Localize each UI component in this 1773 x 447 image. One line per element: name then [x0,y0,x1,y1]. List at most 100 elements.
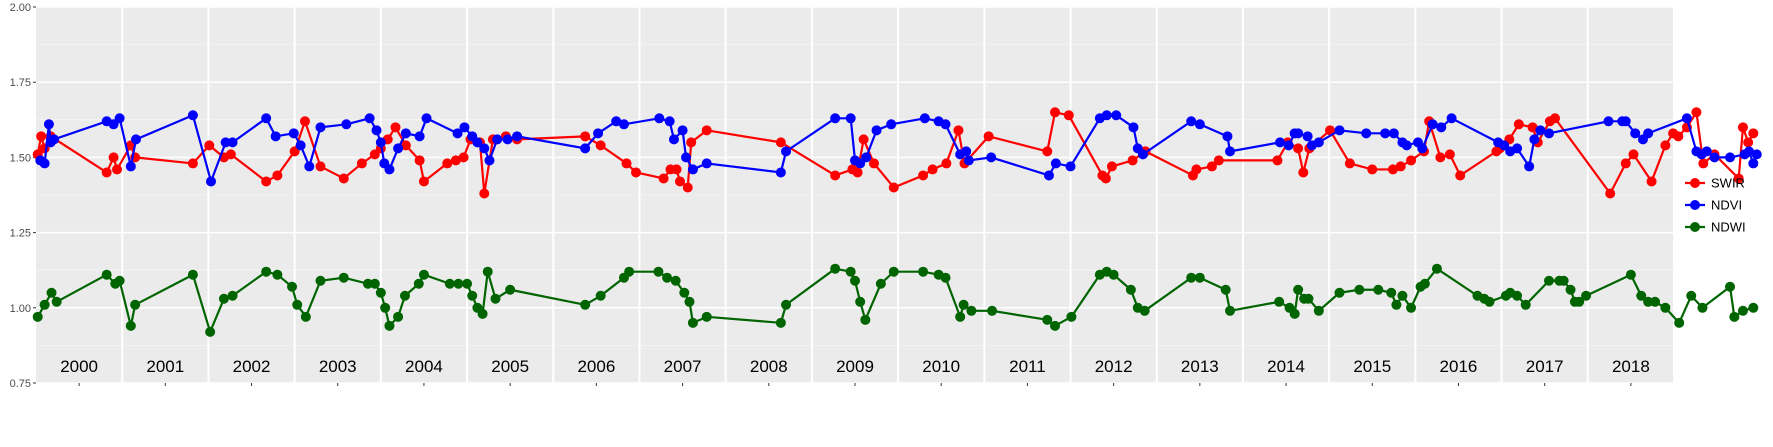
data-point-ndwi [595,290,606,301]
data-point-ndvi [611,116,622,127]
data-point-ndvi [1543,128,1554,139]
data-point-swir [187,158,198,169]
data-point-swir [1748,128,1759,139]
data-point-swir [225,149,236,160]
data-point-ndvi [1446,113,1457,124]
data-point-ndwi [670,275,681,286]
data-point-ndvi [1380,128,1391,139]
data-point-ndvi [677,125,688,136]
data-point-swir [1444,149,1455,160]
data-point-ndvi [1313,137,1324,148]
data-point-ndvi [593,128,604,139]
data-point-swir [338,173,349,184]
data-point-ndwi [46,287,57,298]
data-point-ndwi [1660,302,1671,313]
data-point-ndwi [1748,302,1759,313]
data-point-ndwi [1391,299,1402,310]
data-point-ndwi [462,278,473,289]
year-label: 2003 [319,357,357,376]
data-point-swir [888,182,899,193]
data-point-ndvi [227,137,238,148]
data-point-swir [418,176,429,187]
data-point-ndvi [775,167,786,178]
data-point-swir [701,125,712,136]
data-point-ndwi [1725,281,1736,292]
year-label: 2009 [836,357,874,376]
y-tick-label: 2.00 [10,2,31,14]
data-point-ndwi [966,305,977,316]
data-point-ndvi [654,113,665,124]
data-point-swir [953,125,964,136]
y-tick-label: 1.25 [10,228,31,240]
data-point-ndwi [1520,299,1531,310]
data-point-ndvi [701,158,712,169]
data-point-ndvi [1417,143,1428,154]
data-point-ndwi [1186,272,1197,283]
data-point-ndvi [484,155,495,166]
data-point-ndwi [1558,275,1569,286]
data-point-ndwi [653,266,664,277]
data-point-ndwi [380,302,391,313]
data-point-ndwi [1737,305,1748,316]
data-point-ndwi [1042,314,1053,325]
data-point-swir [1063,110,1074,121]
data-point-ndvi [1050,158,1061,169]
data-point-ndwi [1303,293,1314,304]
data-point-swir [1698,158,1709,169]
data-point-ndwi [1334,287,1345,298]
data-point-ndwi [399,290,410,301]
legend-label: NDVI [1711,198,1742,213]
data-point-ndvi [502,134,513,145]
data-point-swir [272,170,283,181]
data-point-ndwi [300,311,311,322]
data-point-ndvi [1101,110,1112,121]
data-point-swir [112,164,123,175]
data-point-ndwi [130,299,141,310]
data-point-ndwi [338,272,349,283]
y-tick-label: 1.00 [10,303,31,315]
data-point-ndvi [1535,125,1546,136]
data-point-swir [1646,176,1657,187]
data-point-ndvi [364,113,375,124]
data-point-ndwi [1625,269,1636,280]
legend-key-point [1690,178,1700,188]
data-point-swir [1406,155,1417,166]
y-axis: 0.75 1.00 1.25 1.50 1.75 2.00 [10,2,1632,390]
data-point-ndwi [1697,302,1708,313]
data-point-ndwi [39,299,50,310]
data-point-ndvi [39,158,50,169]
data-point-ndwi [375,287,386,298]
data-point-ndvi [1436,122,1447,133]
data-point-ndvi [961,146,972,157]
data-point-ndwi [1139,305,1150,316]
data-point-ndwi [958,299,969,310]
data-point-ndvi [687,164,698,175]
data-point-ndwi [1431,263,1442,274]
data-point-ndvi [452,128,463,139]
data-point-swir [261,176,272,187]
data-point-ndvi [375,137,386,148]
data-point-swir [1660,140,1671,151]
data-point-swir [682,182,693,193]
year-label: 2000 [60,357,98,376]
data-point-ndvi [1194,119,1205,130]
data-point-swir [1620,158,1631,169]
data-point-ndvi [830,113,841,124]
data-point-swir [686,137,697,148]
data-point-ndvi [421,113,432,124]
data-point-swir [1325,125,1336,136]
y-tick-label: 1.50 [10,152,31,164]
data-point-ndwi [1484,296,1495,307]
data-point-swir [1050,107,1061,118]
data-point-ndvi [1427,119,1438,130]
year-label: 2014 [1267,357,1305,376]
data-point-ndvi [1302,131,1313,142]
data-point-ndwi [850,275,860,286]
year-label: 2001 [146,357,184,376]
data-point-ndwi [1419,278,1430,289]
data-point-ndvi [664,116,675,127]
data-point-swir [674,176,685,187]
data-point-swir [983,131,994,142]
year-label: 2013 [1181,357,1219,376]
